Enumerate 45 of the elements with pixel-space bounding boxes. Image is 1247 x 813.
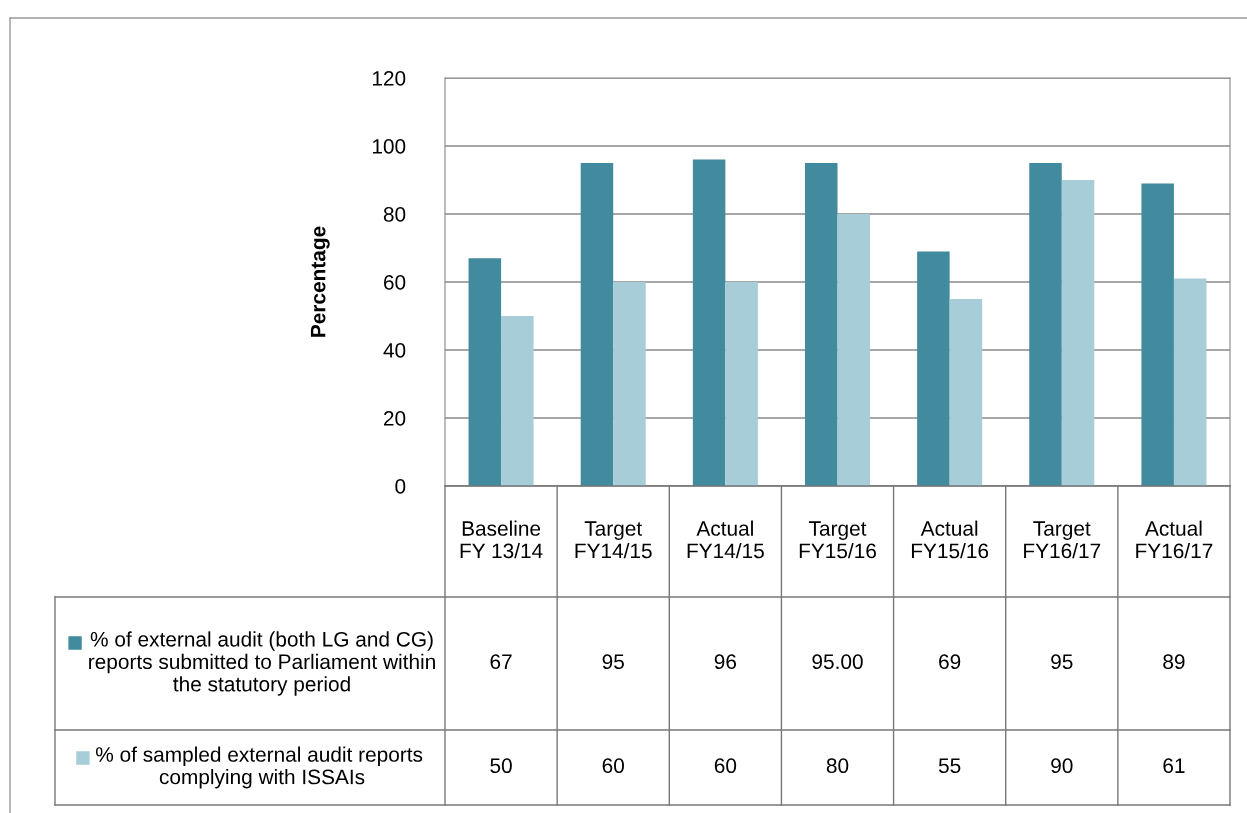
data-label: 60 <box>714 758 737 774</box>
data-label: 67 <box>490 654 512 670</box>
y-tick-label: 40 <box>383 343 406 358</box>
data-label: 50 <box>490 758 512 774</box>
y-tick-label: 20 <box>383 411 406 426</box>
data-label: 95 <box>602 654 624 670</box>
data-label: 61 <box>1163 758 1185 774</box>
bar <box>692 159 726 486</box>
data-label: 95.00 <box>812 654 863 670</box>
bar <box>804 163 838 486</box>
bar <box>580 163 614 486</box>
x-tick-label: Target FY15/16 <box>799 521 876 559</box>
x-tick-label: Baseline FY 13/14 <box>460 520 543 559</box>
y-tick-label: 0 <box>395 479 406 494</box>
x-tick-label: Target FY16/17 <box>1024 521 1101 559</box>
data-label: 60 <box>602 758 624 774</box>
y-tick-label: 60 <box>384 275 406 290</box>
y-tick-label: 100 <box>372 139 406 154</box>
data-label: 80 <box>826 758 849 774</box>
x-tick-label: Actual FY15/16 <box>911 520 989 559</box>
data-label: 96 <box>714 654 737 670</box>
y-tick-label: 80 <box>383 207 406 222</box>
bar <box>501 316 534 486</box>
bar <box>949 299 983 486</box>
x-tick-label: Actual FY16/17 <box>1136 520 1213 559</box>
y-tick-label: 120 <box>372 71 406 86</box>
legend-label: % of sampled external audit reports complying with ISSAIs <box>96 746 423 789</box>
bar <box>468 258 502 486</box>
x-tick-label: Actual FY14/15 <box>687 520 764 559</box>
bar <box>613 282 646 486</box>
data-label: 55 <box>938 758 961 774</box>
legend-label: % of external audit (both LG and CG) reports submitted to Parliament within the statutory period <box>89 631 435 696</box>
bar <box>1061 180 1095 486</box>
data-label: 89 <box>1163 654 1185 670</box>
data-label: 90 <box>1051 758 1073 774</box>
bar <box>1173 278 1207 486</box>
y-axis-title: Percentage <box>310 226 330 337</box>
data-label: 95 <box>1051 654 1073 670</box>
x-tick-label: Target FY14/15 <box>575 521 652 559</box>
bar <box>725 282 758 486</box>
data-label: 69 <box>939 654 961 670</box>
bar <box>837 214 871 486</box>
bar <box>1141 183 1174 486</box>
bar <box>1029 163 1062 486</box>
bar <box>917 251 950 486</box>
